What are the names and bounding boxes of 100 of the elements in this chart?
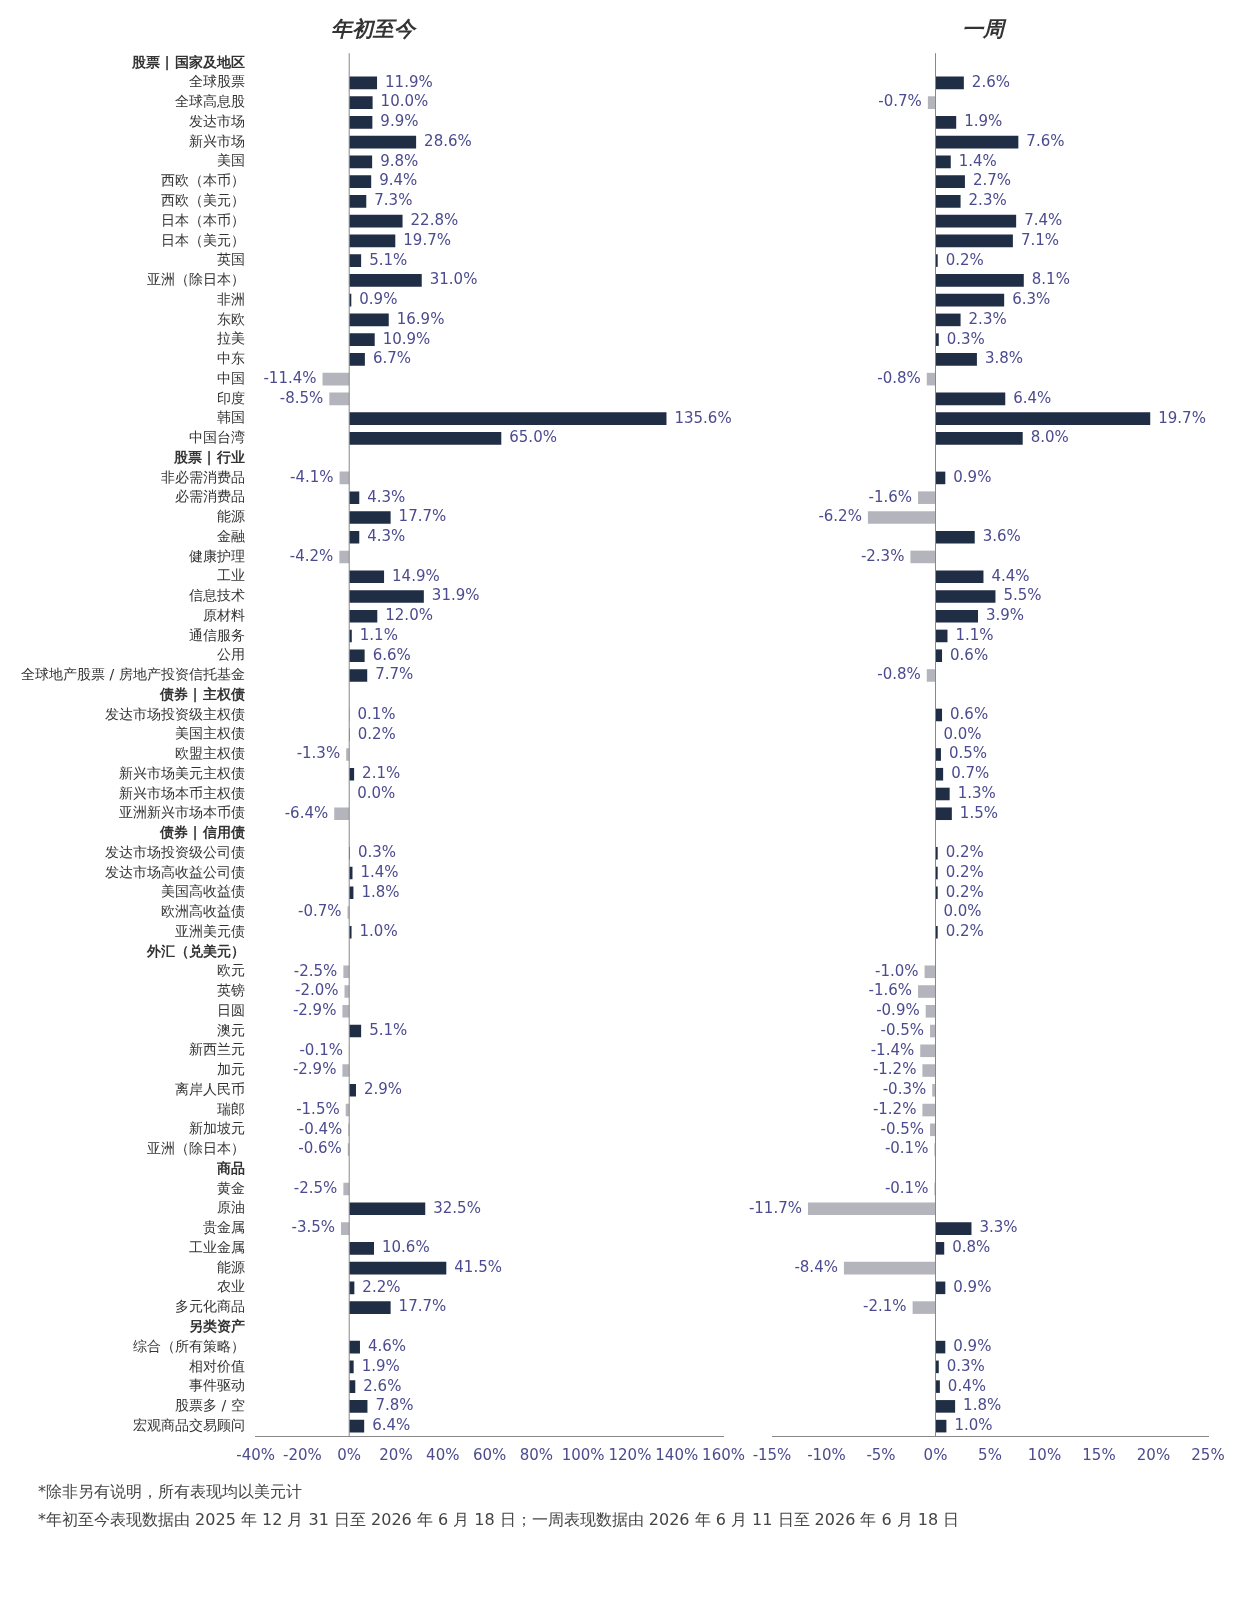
x-tick-label: 140% xyxy=(655,1445,699,1464)
data-label: 0.2% xyxy=(945,843,984,862)
data-label: 17.7% xyxy=(398,507,447,526)
data-label: 2.1% xyxy=(362,764,401,783)
y-tick-label: 美国主权债 xyxy=(174,725,245,742)
data-label: 16.9% xyxy=(396,309,445,328)
data-label: 32.5% xyxy=(433,1198,481,1217)
data-label: -1.2% xyxy=(872,1099,917,1118)
data-label: 28.6% xyxy=(424,131,472,150)
data-label: 0.2% xyxy=(945,922,984,941)
data-label: 7.6% xyxy=(1026,131,1065,150)
data-label: -1.4% xyxy=(870,1040,915,1059)
data-label: 0.3% xyxy=(357,843,397,862)
y-tick-label: 公用 xyxy=(216,646,245,663)
x-tick-label: -10% xyxy=(807,1445,846,1464)
y-tick-label: 全球高息股 xyxy=(174,93,245,110)
data-label: 1.9% xyxy=(964,112,1003,131)
data-label: 0.0% xyxy=(943,902,982,921)
y-tick-label: 发达市场高收益公司债 xyxy=(104,863,245,880)
y-tick-label: 英国 xyxy=(216,251,245,268)
data-label: 0.3% xyxy=(946,329,985,348)
y-tick-label: 日本（本币） xyxy=(160,211,245,228)
x-tick-label: 25% xyxy=(1191,1445,1225,1464)
x-tick-label: 60% xyxy=(472,1445,507,1464)
y-tick-label: 相对价值 xyxy=(188,1357,245,1374)
x-tick-label: -40% xyxy=(236,1445,275,1464)
y-tick-label: 中东 xyxy=(216,350,245,367)
y-tick-label: 股票 | 国家及地区 xyxy=(130,53,245,71)
data-label: 10.0% xyxy=(380,92,429,111)
data-label: 65.0% xyxy=(509,428,557,447)
data-label: 41.5% xyxy=(454,1257,502,1276)
data-label: 31.9% xyxy=(431,586,480,605)
data-label: 2.7% xyxy=(972,171,1012,190)
data-label: -0.5% xyxy=(880,1020,925,1039)
data-label: 4.4% xyxy=(991,566,1030,585)
data-label: -0.8% xyxy=(877,369,921,388)
data-label: 0.6% xyxy=(950,704,989,723)
data-label: 1.9% xyxy=(361,1356,400,1375)
data-label: 31.0% xyxy=(429,270,478,289)
y-tick-label: 贵金属 xyxy=(202,1219,245,1236)
data-label: 3.9% xyxy=(986,606,1025,625)
x-tick-label: 120% xyxy=(608,1445,652,1464)
y-tick-label: 欧元 xyxy=(216,962,245,979)
data-label: -0.1% xyxy=(299,1040,343,1059)
y-tick-label: 日本（美元） xyxy=(160,231,245,248)
data-label: -2.5% xyxy=(293,961,338,980)
data-label: 1.8% xyxy=(361,882,400,901)
x-tick-label: -20% xyxy=(283,1445,322,1464)
data-label: -2.3% xyxy=(860,546,905,565)
y-tick-label: 原材料 xyxy=(202,606,245,623)
x-tick-label: 10% xyxy=(1027,1445,1062,1464)
data-label: 0.3% xyxy=(946,1356,985,1375)
y-tick-label: 东欧 xyxy=(216,310,245,327)
data-label: 22.8% xyxy=(410,211,459,229)
data-label: -3.5% xyxy=(291,1218,336,1237)
data-label: 0.7% xyxy=(951,764,990,783)
data-label: -8.4% xyxy=(794,1257,838,1276)
data-label: 1.0% xyxy=(954,1416,993,1435)
y-tick-label: 综合（所有策略） xyxy=(132,1337,245,1354)
y-tick-label: 新兴市场美元主权债 xyxy=(118,764,245,781)
y-tick-label: 多元化商品 xyxy=(174,1298,245,1315)
data-label: 7.4% xyxy=(1024,211,1063,229)
y-tick-label: 日圆 xyxy=(216,1001,245,1018)
y-tick-label: 新西兰元 xyxy=(188,1041,245,1058)
data-label: -2.0% xyxy=(294,981,339,1000)
y-tick-label: 全球股票 xyxy=(188,73,245,90)
data-label: 0.9% xyxy=(953,1337,992,1355)
data-label: 0.0% xyxy=(943,724,982,743)
data-label: 6.3% xyxy=(1012,290,1051,309)
y-tick-label: 澳元 xyxy=(216,1021,245,1038)
y-tick-label: 金融 xyxy=(216,527,245,544)
x-tick-label: 40% xyxy=(426,1445,460,1464)
y-tick-label: 亚洲美元债 xyxy=(174,922,245,939)
text: *除非另有说明，所有表现均以美元计 xyxy=(38,1481,303,1503)
data-label: 135.6% xyxy=(674,408,732,427)
x-tick-label: 100% xyxy=(561,1445,605,1464)
data-label: -4.2% xyxy=(289,546,334,565)
data-label: 9.9% xyxy=(380,112,419,131)
x-tick-label: 0% xyxy=(337,1445,362,1464)
data-label: 14.9% xyxy=(392,566,440,585)
x-tick-label: 160% xyxy=(702,1445,745,1464)
data-label: 1.8% xyxy=(963,1396,1002,1415)
data-label: 1.0% xyxy=(359,922,398,941)
y-tick-label: 健康护理 xyxy=(188,547,245,564)
data-label: 6.4% xyxy=(372,1416,411,1435)
data-label: 0.9% xyxy=(953,1277,992,1296)
y-tick-label: 亚洲新兴市场本币债 xyxy=(118,804,245,821)
y-tick-label: 亚洲（除日本） xyxy=(146,271,245,288)
y-tick-label: 美国高收益债 xyxy=(160,883,245,900)
data-label: 5.1% xyxy=(369,250,408,269)
data-label: 0.6% xyxy=(950,645,989,664)
chart-title: 一周 xyxy=(962,17,1007,42)
y-tick-label: 非必需消费品 xyxy=(160,468,245,485)
y-tick-label: 宏观商品交易顾问 xyxy=(132,1416,245,1433)
data-label: 10.6% xyxy=(382,1238,430,1257)
data-label: -1.6% xyxy=(868,981,913,1000)
data-label: 0.9% xyxy=(359,290,398,309)
data-label: -1.3% xyxy=(296,744,341,763)
data-label: 4.3% xyxy=(367,487,406,506)
data-label: 7.3% xyxy=(374,191,413,210)
